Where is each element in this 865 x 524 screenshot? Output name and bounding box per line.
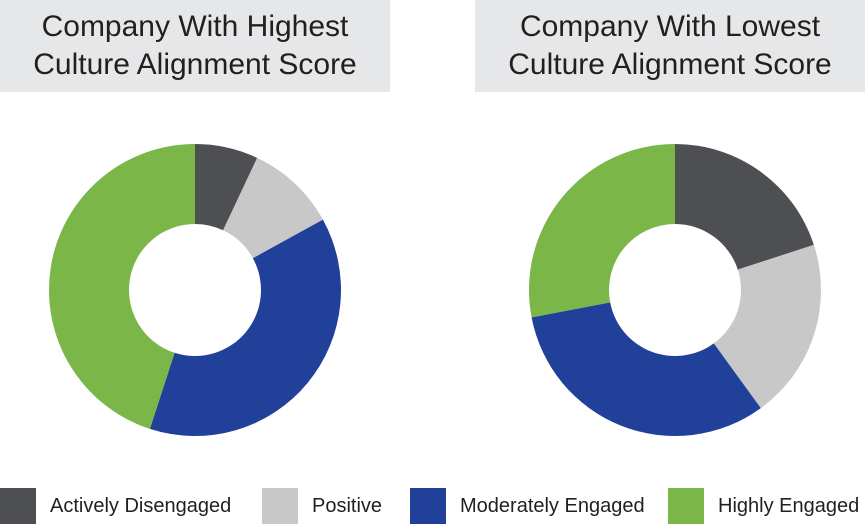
legend-item-moderately-engaged: Moderately Engaged: [410, 488, 645, 524]
legend-item-actively-disengaged: Actively Disengaged: [0, 488, 231, 524]
donut-slice-moderately-engaged: [149, 219, 341, 436]
chart-title-highest: Company With Highest Culture Alignment S…: [0, 0, 390, 92]
chart-title-line-1: Company With Highest: [41, 10, 349, 43]
donut-slice-actively-disengaged: [675, 144, 814, 270]
chart-title-lowest: Company With Lowest Culture Alignment Sc…: [475, 0, 865, 92]
legend-swatch: [410, 488, 446, 524]
legend-label: Positive: [312, 494, 383, 517]
chart-title-line-2: Culture Alignment Score: [33, 48, 357, 81]
legend-item-positive: Positive: [262, 488, 382, 524]
donut-slice-highly-engaged: [49, 144, 196, 429]
donut-slice-moderately-engaged: [531, 302, 761, 436]
chart-title-line-1: Company With Lowest: [519, 10, 821, 43]
legend-swatch: [262, 488, 298, 524]
legend-swatch: [668, 488, 704, 524]
donut-slice-actively-disengaged: [195, 144, 258, 231]
legend-label: Actively Disengaged: [50, 494, 232, 517]
legend-swatch: [0, 488, 36, 524]
donut-chart-lowest: [529, 144, 821, 436]
donut-slice-positive: [223, 157, 323, 259]
donut-slice-positive: [713, 244, 821, 409]
donut-chart-highest: [49, 144, 341, 436]
legend-label: Moderately Engaged: [460, 494, 645, 517]
legend-label: Highly Engaged: [718, 494, 860, 517]
legend-item-highly-engaged: Highly Engaged: [668, 488, 859, 524]
donut-slice-highly-engaged: [529, 144, 675, 318]
chart-legend: Actively Disengaged Positive Moderately …: [0, 488, 865, 524]
chart-title-line-2: Culture Alignment Score: [508, 48, 832, 81]
